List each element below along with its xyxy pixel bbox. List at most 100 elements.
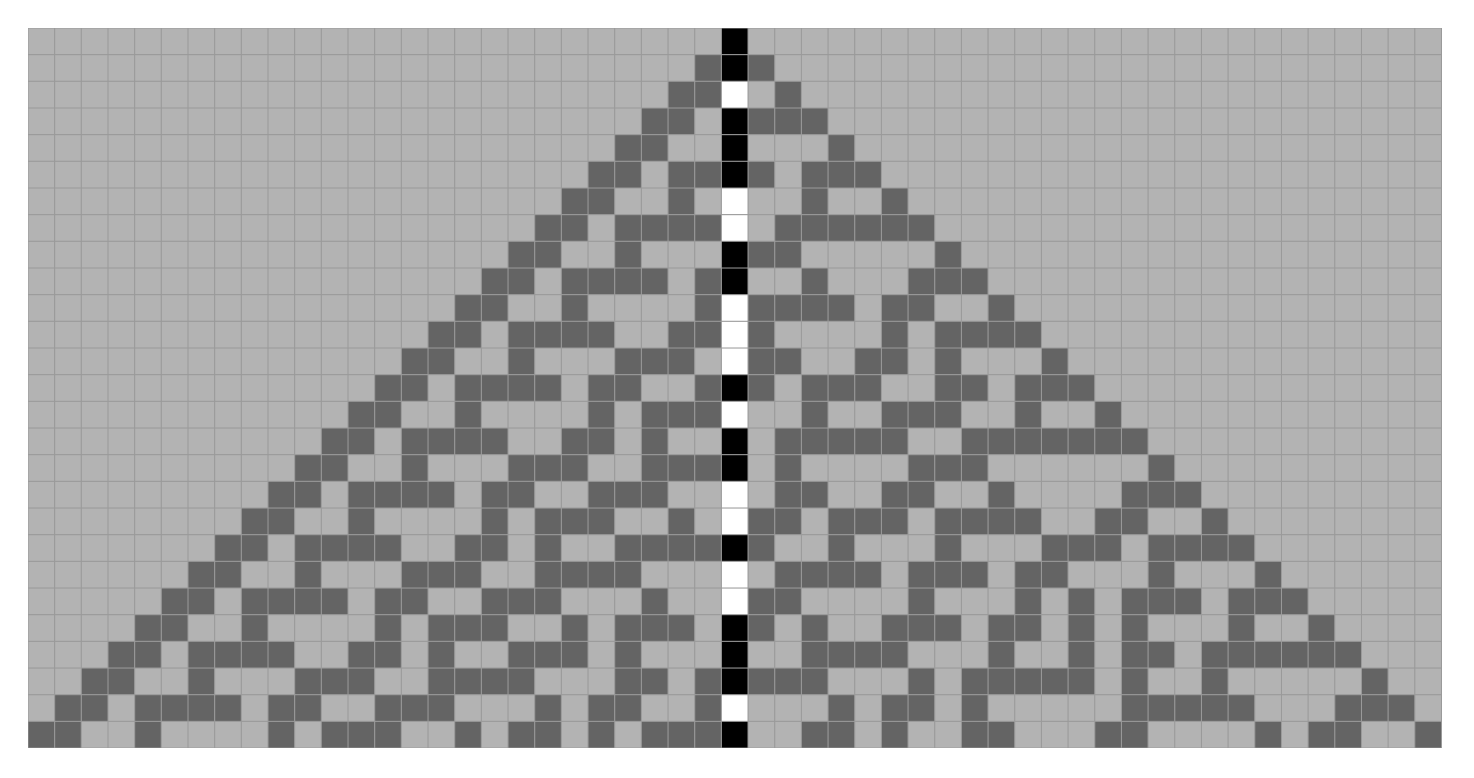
alive-cell — [480, 267, 509, 296]
dead-cell — [1360, 374, 1389, 402]
dead-cell — [107, 534, 136, 562]
dead-cell — [1360, 160, 1389, 189]
alive-cell — [1200, 694, 1229, 722]
dead-cell — [1387, 480, 1416, 509]
alive-cell — [667, 320, 696, 349]
dead-cell — [1387, 667, 1416, 696]
dead-cell — [747, 400, 776, 429]
alive-cell — [907, 267, 936, 296]
dead-cell — [1254, 134, 1282, 162]
dead-cell — [240, 80, 269, 109]
alive-cell — [427, 667, 456, 696]
dead-cell — [1200, 294, 1229, 322]
dead-cell — [427, 507, 456, 536]
cellular-automaton-figure — [28, 28, 1442, 749]
dead-cell — [1414, 400, 1442, 429]
dead-cell — [1360, 214, 1389, 242]
dead-cell — [54, 187, 82, 216]
alive-cell — [640, 107, 669, 136]
alive-cell — [507, 347, 536, 376]
dead-cell — [1280, 614, 1309, 642]
dead-cell — [747, 134, 776, 162]
dead-cell — [1067, 80, 1096, 109]
dead-cell — [80, 294, 109, 322]
alive-cell — [800, 667, 829, 696]
dead-cell — [347, 134, 376, 162]
dead-cell — [1174, 80, 1202, 109]
dead-cell — [667, 374, 696, 402]
dead-cell — [480, 560, 509, 589]
dead-cell — [107, 134, 136, 162]
alive-cell — [480, 374, 509, 402]
dead-cell — [347, 614, 376, 642]
dead-cell — [187, 160, 216, 189]
dead-cell — [80, 347, 109, 376]
dead-cell — [1094, 28, 1122, 56]
alive-cell — [587, 400, 616, 429]
dead-cell — [400, 667, 429, 696]
automaton-grid — [28, 28, 1442, 749]
dead-cell — [480, 694, 509, 722]
alive-cell — [1200, 640, 1229, 669]
alive-cell — [934, 614, 962, 642]
dead-cell — [987, 134, 1016, 162]
dead-cell — [1387, 507, 1416, 536]
dead-cell — [800, 320, 829, 349]
alive-cell — [427, 320, 456, 349]
dead-cell — [1307, 240, 1336, 269]
dead-cell — [160, 294, 189, 322]
alive-cell — [507, 480, 536, 509]
dead-cell — [240, 107, 269, 136]
dead-cell — [1334, 400, 1362, 429]
dead-cell — [1040, 187, 1069, 216]
alive-cell — [800, 560, 829, 589]
dead-cell — [427, 107, 456, 136]
dead-cell — [1280, 694, 1309, 722]
dead-cell — [1254, 347, 1282, 376]
dead-cell — [1174, 507, 1202, 536]
dead-cell — [134, 267, 162, 296]
alive-cell — [267, 480, 296, 509]
dead-cell — [454, 160, 482, 189]
alive-cell — [694, 160, 722, 189]
dead-cell — [267, 267, 296, 296]
alive-cell — [294, 454, 322, 482]
alive-cell — [267, 507, 296, 536]
dead-cell — [80, 240, 109, 269]
dead-cell — [667, 28, 696, 56]
dead-cell — [400, 720, 429, 749]
dead-cell — [54, 54, 82, 82]
dead-cell — [187, 54, 216, 82]
dead-cell — [587, 240, 616, 269]
dead-cell — [987, 534, 1016, 562]
alive-cell — [1334, 640, 1362, 669]
dead-cell — [214, 54, 242, 82]
dead-cell — [1307, 294, 1336, 322]
dead-cell — [587, 294, 616, 322]
alive-cell — [774, 667, 802, 696]
dead-cell — [1334, 347, 1362, 376]
dead-cell — [54, 560, 82, 589]
alive-cell — [614, 560, 642, 589]
dead-cell — [1227, 560, 1256, 589]
dead-cell — [374, 667, 402, 696]
dead-cell — [214, 400, 242, 429]
alive-cell — [827, 560, 856, 589]
alive-cell — [907, 480, 936, 509]
dead-cell — [28, 400, 56, 429]
dead-cell — [160, 240, 189, 269]
dead-cell — [640, 160, 669, 189]
dead-cell — [880, 107, 909, 136]
alive-cell — [28, 720, 56, 749]
alive-cell — [640, 214, 669, 242]
dead-cell — [1334, 214, 1362, 242]
dead-cell — [374, 454, 402, 482]
dead-cell — [1307, 374, 1336, 402]
dead-cell — [1174, 400, 1202, 429]
dead-cell — [1254, 80, 1282, 109]
dead-cell — [1040, 160, 1069, 189]
alive-cell — [1227, 534, 1256, 562]
alive-cell — [614, 374, 642, 402]
dead-cell — [1334, 534, 1362, 562]
alive-cell — [640, 454, 669, 482]
